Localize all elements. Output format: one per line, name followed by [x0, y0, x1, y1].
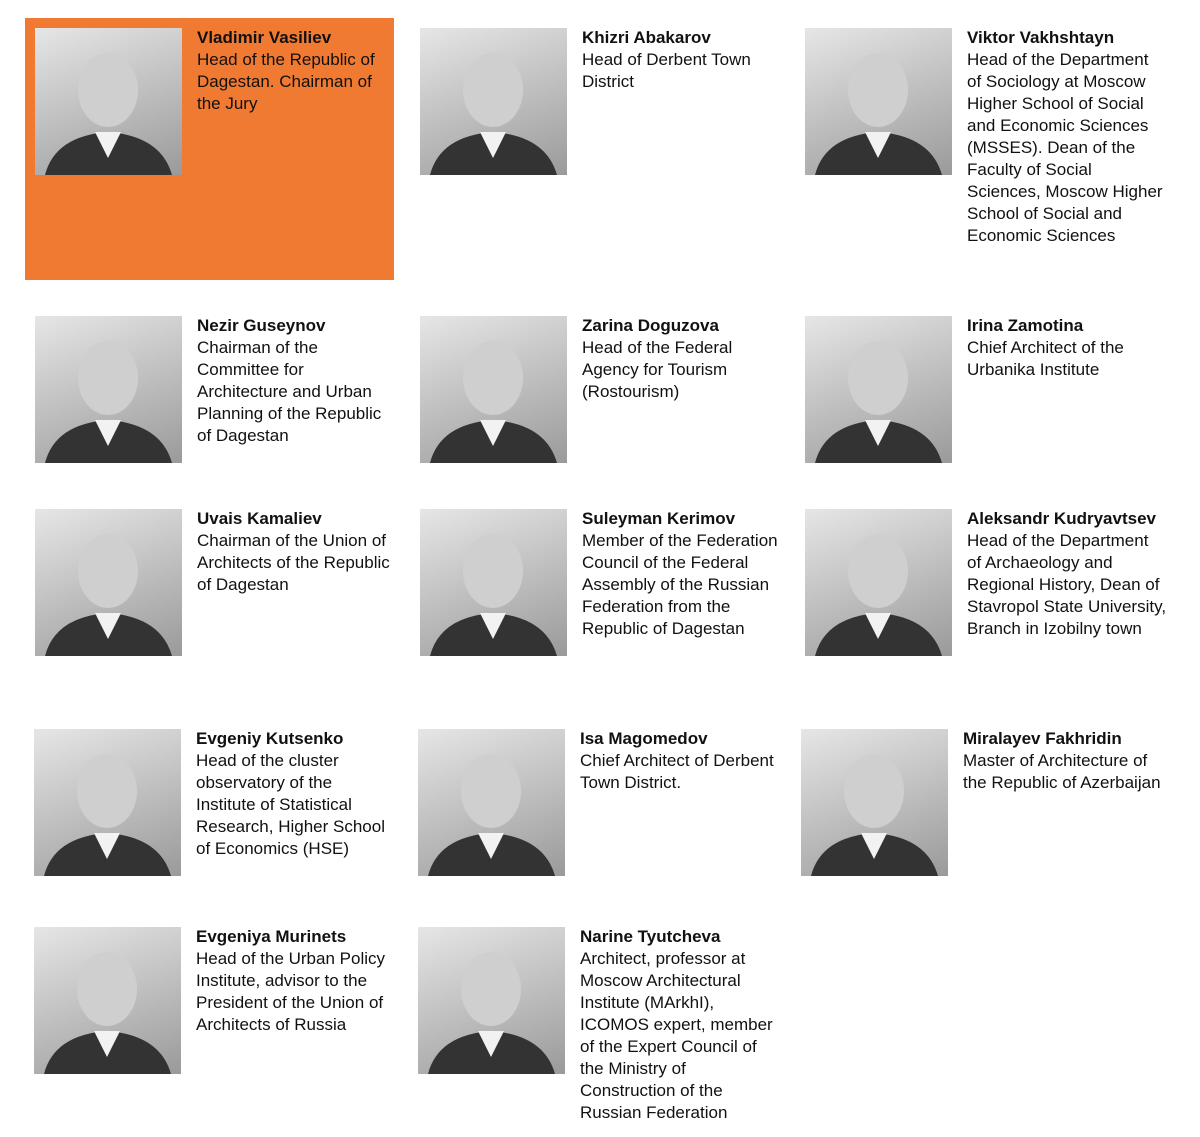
member-name: Vladimir Vasiliev	[197, 28, 332, 47]
member-name: Aleksandr Kudryavtsev	[967, 509, 1156, 528]
member-name: Isa Magomedov	[580, 729, 708, 748]
member-name: Khizri Abakarov	[582, 28, 711, 47]
member-role: Chief Architect of Derbent Town District…	[580, 751, 774, 792]
portrait-photo	[34, 927, 181, 1074]
member-name: Miralayev Fakhridin	[963, 729, 1122, 748]
member-role: Chairman of the Union of Architects of t…	[197, 531, 390, 594]
member-name: Irina Zamotina	[967, 316, 1084, 335]
portrait-photo	[801, 729, 948, 876]
member-role: Architect, professor at Moscow Architect…	[580, 949, 773, 1122]
portrait-photo	[418, 927, 565, 1074]
member-role: Head of the Department of Archaeology an…	[967, 531, 1167, 638]
portrait-photo	[420, 28, 567, 175]
member-role: Chief Architect of the Urbanika Institut…	[967, 338, 1124, 379]
member-role: Member of the Federation Council of the …	[582, 531, 778, 638]
member-role: Head of Derbent Town District	[582, 50, 751, 91]
member-name: Viktor Vakhshtayn	[967, 28, 1115, 47]
portrait-photo	[420, 316, 567, 463]
member-name: Uvais Kamaliev	[197, 509, 322, 528]
member-name: Narine Tyutcheva	[580, 927, 721, 946]
member-role: Head of the Federal Agency for Tourism (…	[582, 338, 733, 401]
member-name: Evgeniya Murinets	[196, 927, 347, 946]
member-name: Zarina Doguzova	[582, 316, 719, 335]
member-role: Chairman of the Committee for Architectu…	[197, 338, 382, 445]
portrait-photo	[420, 509, 567, 656]
portrait-photo	[805, 509, 952, 656]
portrait-photo	[34, 729, 181, 876]
member-name: Suleyman Kerimov	[582, 509, 736, 528]
member-role: Head of the Department of Sociology at M…	[967, 50, 1163, 245]
portrait-photo	[35, 509, 182, 656]
portrait-photo	[35, 28, 182, 175]
portrait-photo	[35, 316, 182, 463]
member-name: Evgeniy Kutsenko	[196, 729, 344, 748]
member-name: Nezir Guseynov	[197, 316, 326, 335]
member-role: Head of the Republic of Dagestan. Chairm…	[197, 50, 375, 113]
member-role: Master of Architecture of the Republic o…	[963, 751, 1161, 792]
portrait-photo	[418, 729, 565, 876]
member-role: Head of the cluster observatory of the I…	[196, 751, 385, 858]
portrait-photo	[805, 28, 952, 175]
portrait-photo	[805, 316, 952, 463]
member-role: Head of the Urban Policy Institute, advi…	[196, 949, 385, 1034]
